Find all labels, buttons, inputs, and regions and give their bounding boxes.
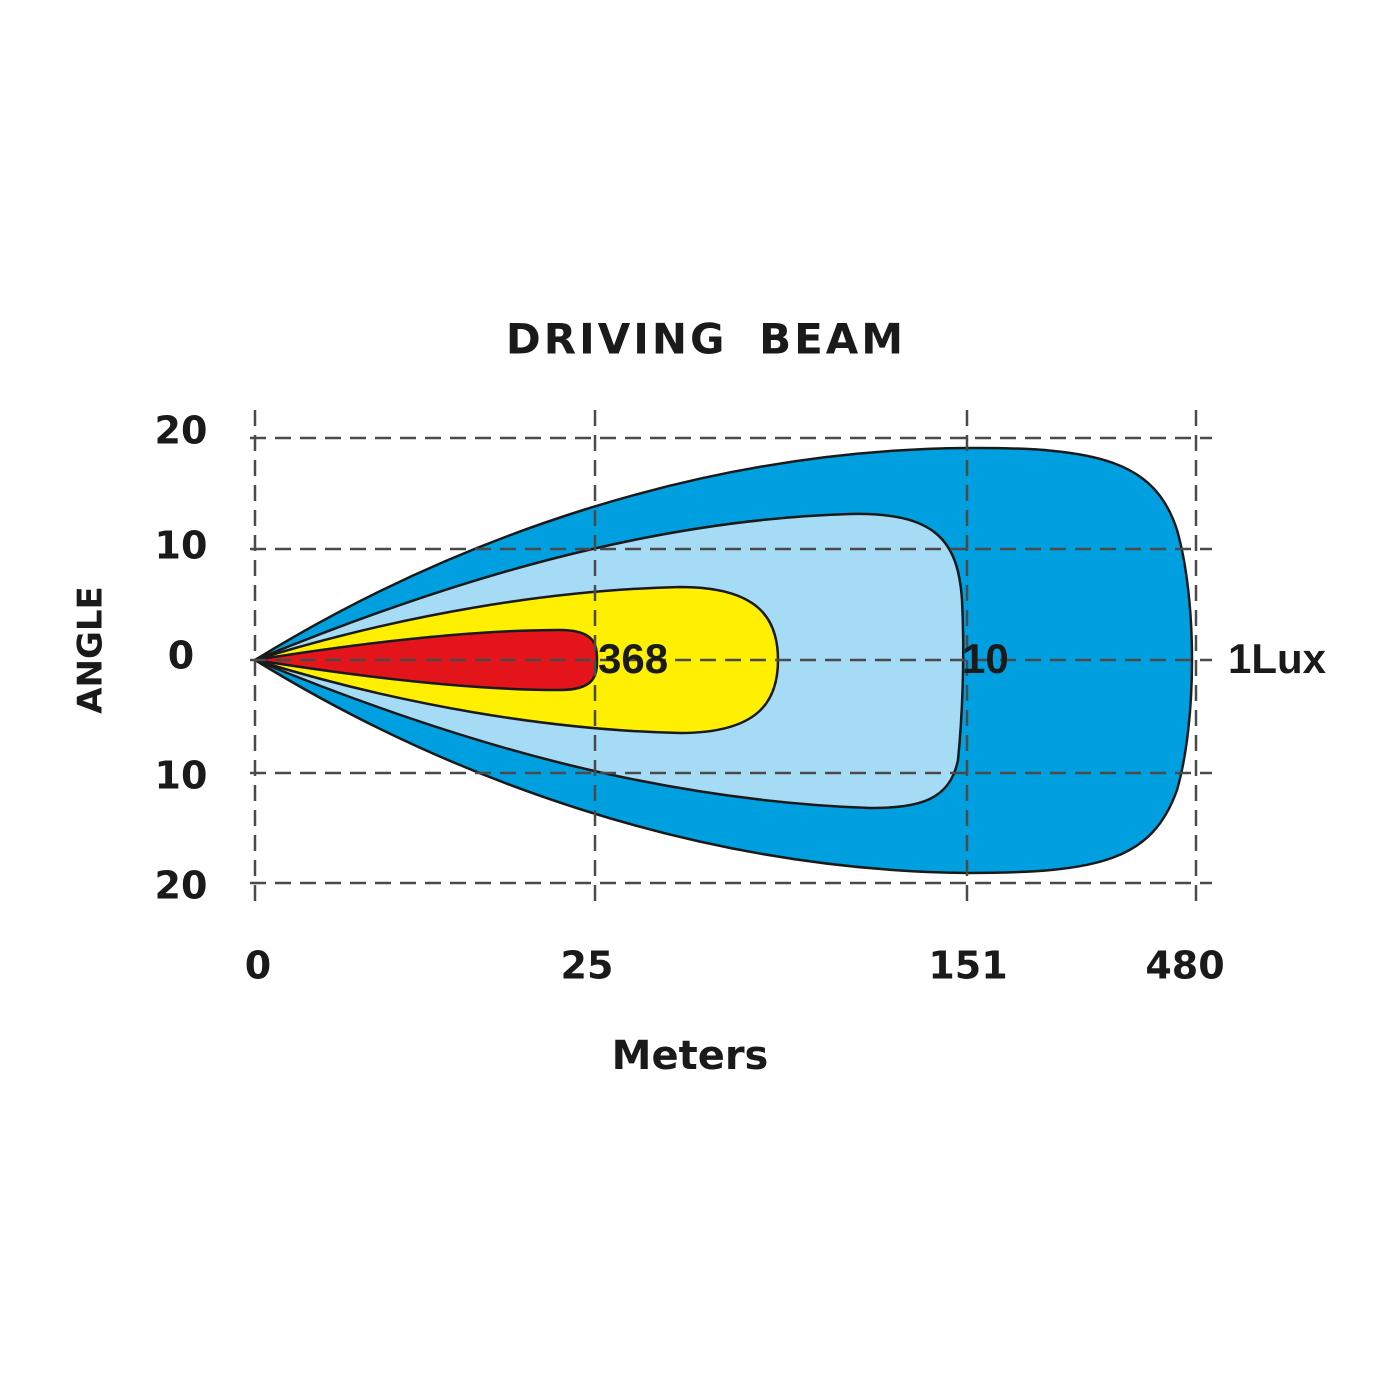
x-axis-label: Meters [612, 1033, 769, 1079]
y-tick-label: 10 [155, 754, 208, 798]
x-tick-label: 0 [245, 944, 271, 988]
zone-label: 368 [598, 635, 668, 682]
y-axis-label: ANGLE [71, 586, 111, 714]
y-tick-label: 10 [155, 524, 208, 568]
x-tick-label: 25 [561, 944, 614, 988]
y-tick-label: 0 [168, 634, 194, 678]
zone-label: 1Lux [1228, 635, 1327, 682]
title: DRIVING BEAM [506, 315, 906, 364]
grid [250, 410, 1212, 910]
y-tick-label: 20 [155, 864, 208, 908]
x-tick-label: 480 [1145, 944, 1224, 988]
y-tick-label: 20 [155, 409, 208, 453]
x-tick-label: 151 [928, 944, 1007, 988]
zone-label: 10 [962, 635, 1009, 682]
